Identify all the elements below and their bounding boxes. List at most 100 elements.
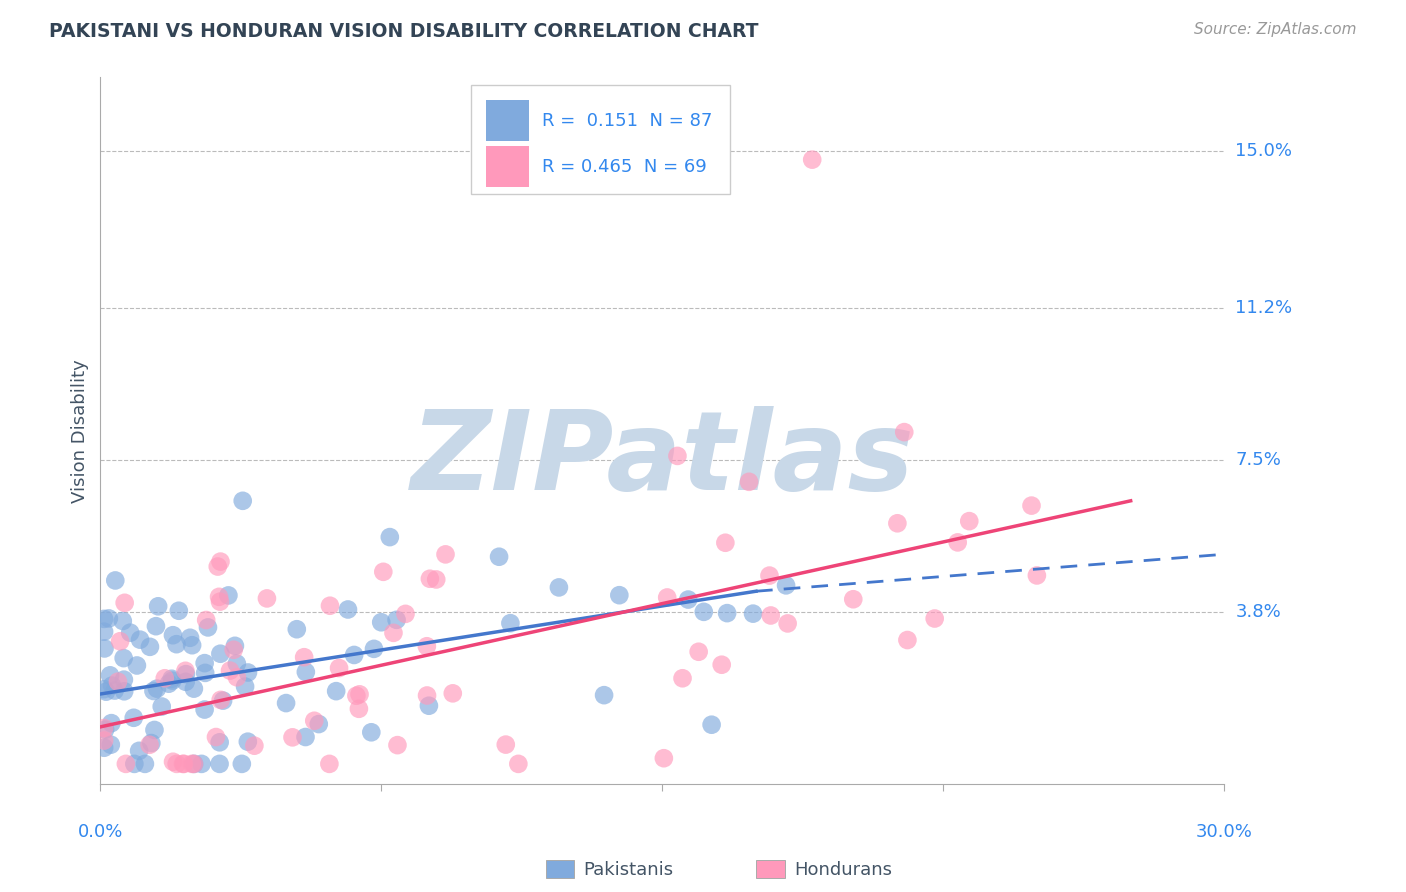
- Point: [167, 604, 190, 618]
- Point: [208, 594, 231, 608]
- Text: 3.8%: 3.8%: [1236, 603, 1281, 621]
- Point: [434, 547, 457, 561]
- Point: [688, 645, 710, 659]
- Point: [236, 665, 259, 680]
- Point: [652, 751, 675, 765]
- Point: [93, 740, 115, 755]
- Point: [112, 684, 135, 698]
- Point: [360, 725, 382, 739]
- Point: [209, 693, 232, 707]
- Point: [153, 671, 176, 685]
- Point: [207, 559, 229, 574]
- Text: 15.0%: 15.0%: [1236, 143, 1292, 161]
- Point: [349, 687, 371, 701]
- Point: [657, 591, 679, 605]
- Point: [676, 592, 699, 607]
- Point: [125, 658, 148, 673]
- Point: [183, 756, 205, 771]
- Point: [336, 602, 359, 616]
- Point: [208, 756, 231, 771]
- Point: [416, 689, 439, 703]
- Point: [108, 634, 131, 648]
- Point: [387, 738, 409, 752]
- Point: [308, 717, 330, 731]
- Point: [344, 689, 367, 703]
- Point: [233, 680, 256, 694]
- Point: [801, 153, 824, 167]
- Point: [425, 573, 447, 587]
- Point: [758, 568, 780, 582]
- Point: [418, 698, 440, 713]
- Point: [98, 668, 121, 682]
- Point: [128, 744, 150, 758]
- Point: [593, 688, 616, 702]
- Point: [236, 734, 259, 748]
- Point: [190, 756, 212, 771]
- Point: [107, 674, 129, 689]
- Point: [145, 619, 167, 633]
- Point: [166, 637, 188, 651]
- Point: [179, 631, 201, 645]
- Point: [195, 613, 218, 627]
- Point: [256, 591, 278, 606]
- Point: [488, 549, 510, 564]
- Point: [100, 738, 122, 752]
- Point: [104, 683, 127, 698]
- Point: [112, 651, 135, 665]
- Point: [343, 648, 366, 662]
- Point: [441, 686, 464, 700]
- Bar: [486, 100, 529, 141]
- Point: [93, 624, 115, 639]
- Point: [139, 640, 162, 654]
- Text: 11.2%: 11.2%: [1236, 299, 1292, 317]
- Point: [416, 640, 439, 654]
- Bar: [486, 146, 529, 187]
- Point: [157, 676, 180, 690]
- Point: [370, 615, 392, 630]
- Point: [325, 684, 347, 698]
- Point: [759, 608, 782, 623]
- Point: [166, 756, 188, 771]
- Point: [124, 756, 146, 771]
- Point: [141, 736, 163, 750]
- Point: [205, 730, 228, 744]
- Point: [318, 756, 340, 771]
- Point: [150, 699, 173, 714]
- Point: [146, 599, 169, 614]
- Point: [347, 702, 370, 716]
- Point: [197, 620, 219, 634]
- Point: [93, 612, 115, 626]
- Point: [294, 730, 316, 744]
- Point: [363, 641, 385, 656]
- Point: [607, 588, 630, 602]
- Point: [292, 650, 315, 665]
- Point: [232, 493, 254, 508]
- Point: [112, 673, 135, 687]
- Point: [122, 711, 145, 725]
- Point: [295, 665, 318, 679]
- Point: [1025, 568, 1047, 582]
- Point: [419, 572, 441, 586]
- Point: [209, 555, 232, 569]
- Point: [285, 622, 308, 636]
- Point: [957, 514, 980, 528]
- Text: Source: ZipAtlas.com: Source: ZipAtlas.com: [1194, 22, 1357, 37]
- Point: [304, 714, 326, 728]
- Point: [208, 735, 231, 749]
- Point: [181, 638, 204, 652]
- Point: [775, 578, 797, 592]
- Text: ZIPatlas: ZIPatlas: [411, 406, 914, 513]
- Point: [94, 723, 117, 737]
- Point: [162, 755, 184, 769]
- Point: [183, 756, 205, 771]
- Point: [716, 606, 738, 620]
- Point: [495, 738, 517, 752]
- Point: [274, 696, 297, 710]
- Point: [886, 516, 908, 531]
- Point: [174, 664, 197, 678]
- Point: [1021, 499, 1043, 513]
- Point: [671, 671, 693, 685]
- Point: [328, 661, 350, 675]
- Point: [120, 625, 142, 640]
- Point: [700, 717, 723, 731]
